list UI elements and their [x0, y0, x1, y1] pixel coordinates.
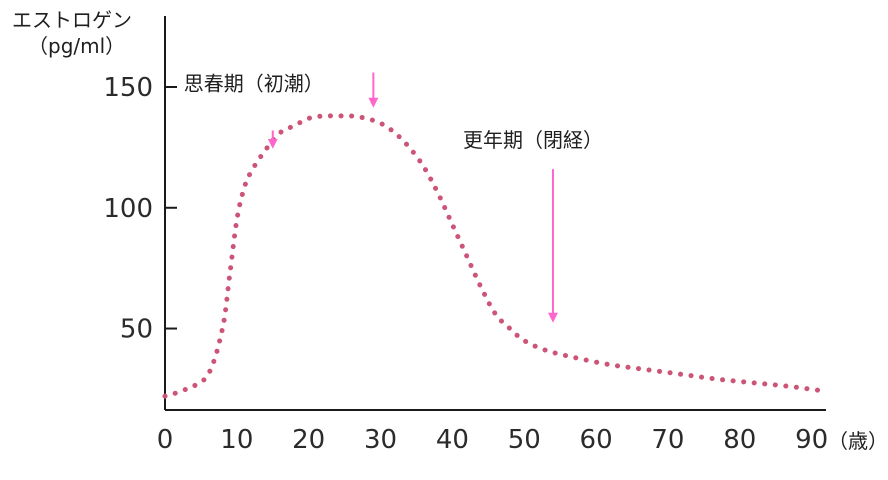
x-tick-label: 30 — [364, 425, 397, 455]
x-axis-unit: （歳） — [828, 429, 888, 453]
x-tick-label: 90 — [795, 425, 828, 455]
y-axis-title: エストロゲン — [12, 8, 132, 32]
y-axis-unit: （pg/ml） — [28, 34, 125, 58]
x-tick-label: 70 — [651, 425, 684, 455]
x-tick-label: 80 — [723, 425, 756, 455]
series-layer — [162, 113, 829, 399]
x-tick-label: 0 — [157, 425, 174, 455]
axes — [164, 16, 826, 411]
x-tick-label: 50 — [508, 425, 541, 455]
annotations: 思春期（初潮）妊娠・出産期更年期（閉経） — [184, 71, 603, 323]
y-tick-label: 50 — [120, 315, 153, 345]
y-tick-label: 100 — [103, 194, 153, 224]
x-tick-label: 20 — [292, 425, 325, 455]
x-ticks: 0 10 20 30 40 50 60 70 80 90 — [157, 425, 828, 455]
y-ticks: 50 100 150 — [103, 73, 177, 345]
annotation-label: 更年期（閉経） — [463, 128, 603, 152]
series-line-estrogen — [162, 113, 829, 399]
annotation-label: 思春期（初潮） — [184, 71, 324, 95]
x-tick-label: 10 — [220, 425, 253, 455]
x-tick-label: 60 — [580, 425, 613, 455]
y-tick-label: 150 — [103, 73, 153, 103]
x-tick-label: 40 — [436, 425, 469, 455]
